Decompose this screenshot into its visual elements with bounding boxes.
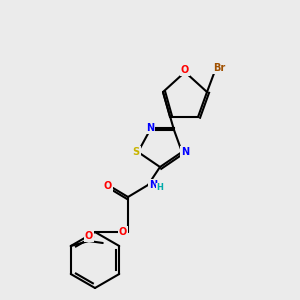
Text: O: O [85, 231, 93, 241]
Text: H: H [157, 184, 164, 193]
Text: O: O [104, 181, 112, 191]
Text: N: N [146, 123, 154, 133]
Text: N: N [181, 147, 189, 157]
Text: S: S [132, 147, 140, 157]
Text: O: O [119, 227, 127, 237]
Text: O: O [181, 65, 189, 75]
Text: N: N [149, 180, 157, 190]
Text: Br: Br [213, 63, 225, 73]
